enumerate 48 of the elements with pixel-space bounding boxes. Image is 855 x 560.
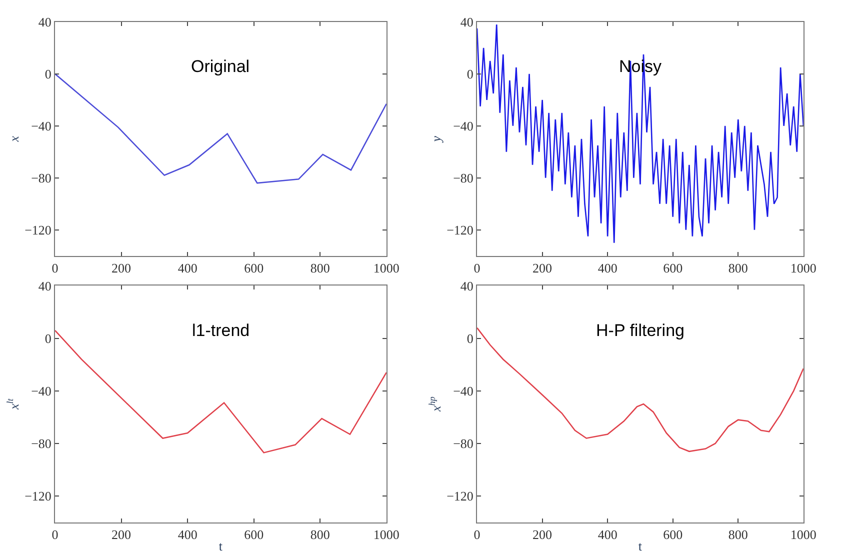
y-tick-label: 40 [460,278,474,294]
y-axis-title: x [6,136,22,143]
x-tick-label: 800 [728,526,748,542]
y-tick-label: −40 [453,118,474,134]
y-tick-label: −80 [453,436,474,452]
y-tick-label: −80 [453,170,474,186]
y-tick-label: −120 [24,488,52,504]
y-tick-label: 0 [44,330,52,346]
y-tick-label: −120 [446,488,474,504]
x-tick-label: 200 [532,526,552,542]
x-tick-label: 1000 [790,260,816,276]
x-tick-label: 600 [663,526,683,542]
text: H-P filtering [596,321,684,340]
x-tick-label: 600 [244,260,264,276]
x-tick-label: 1000 [373,260,400,276]
x-tick-label: 1000 [790,526,816,542]
x-tick-label: 800 [310,526,330,542]
x-axis-title: t [638,538,642,554]
x-tick-label: 1000 [373,526,400,542]
x-tick-label: 600 [244,526,264,542]
y-tick-label: −40 [31,118,52,134]
x-tick-label: 600 [663,260,683,276]
x-tick-label: 400 [178,260,198,276]
x-tick-label: 200 [532,260,552,276]
y-tick-label: 40 [38,278,52,294]
y-tick-label: 0 [466,66,474,82]
y-axis-title: y [428,136,444,144]
y-tick-label: −80 [31,436,52,452]
y-tick-label: 40 [38,14,52,30]
line-series [477,24,804,244]
y-tick-label: −120 [446,222,474,238]
y-tick-label: −80 [31,170,52,186]
x-tick-label: 200 [112,260,132,276]
y-tick-label: 0 [44,66,52,82]
x-tick-label: 800 [310,260,330,276]
x-tick-label: 400 [598,260,618,276]
text: l1-trend [192,321,250,340]
y-tick-label: 40 [460,14,474,30]
x-tick-label: 400 [178,526,198,542]
x-tick-label: 400 [598,526,618,542]
y-tick-label: −120 [24,222,52,238]
y-tick-label: −40 [31,383,52,398]
y-tick-label: 0 [466,330,474,346]
x-tick-label: 800 [728,260,748,276]
text: Original [191,57,250,76]
x-axis-title: t [218,538,223,554]
x-tick-label: 200 [112,526,132,542]
y-tick-label: −40 [453,383,474,398]
